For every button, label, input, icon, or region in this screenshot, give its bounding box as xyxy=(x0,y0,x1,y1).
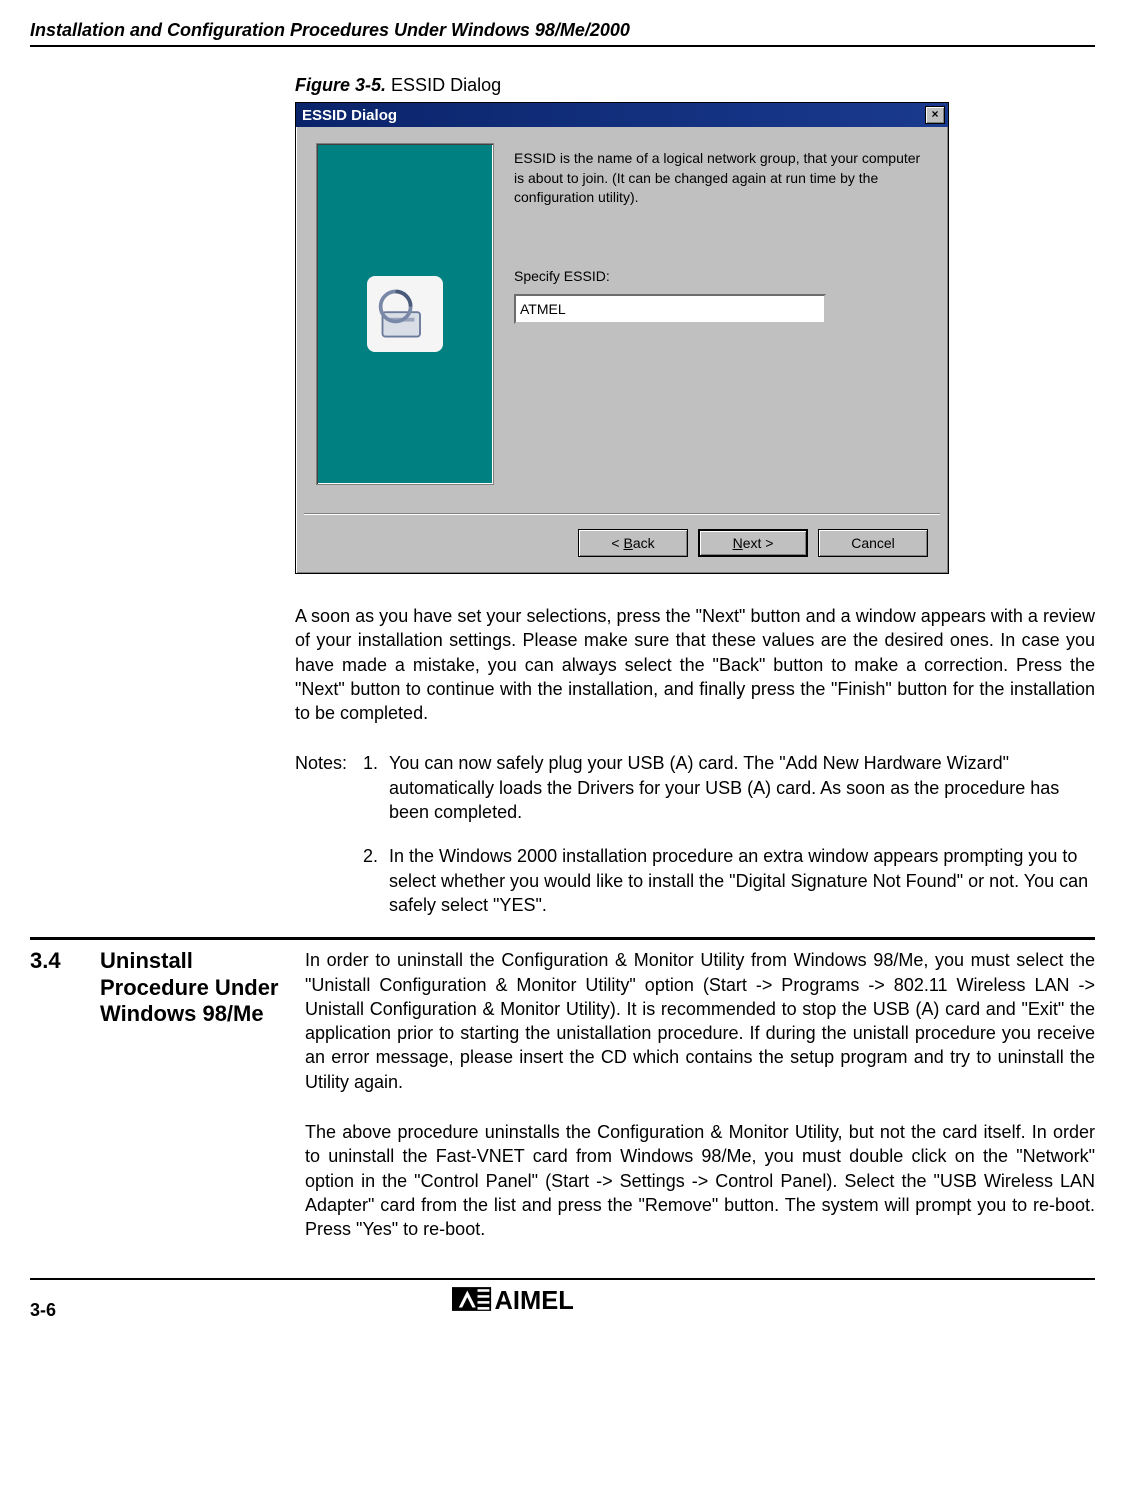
section-para-1: In order to uninstall the Configuration … xyxy=(305,948,1095,1094)
next-button[interactable]: Next > xyxy=(698,529,808,557)
cancel-button[interactable]: Cancel xyxy=(818,529,928,557)
section-rule xyxy=(30,937,1095,940)
essid-input[interactable] xyxy=(514,294,826,324)
atmel-logo: AIMEL xyxy=(56,1282,1035,1321)
dialog-title: ESSID Dialog xyxy=(302,107,397,124)
note-number-1: 1. xyxy=(363,751,389,824)
dialog-titlebar: ESSID Dialog × xyxy=(296,103,948,127)
section-number: 3.4 xyxy=(30,948,100,1267)
figure-caption: Figure 3-5. ESSID Dialog xyxy=(295,75,1095,96)
note-text-2: In the Windows 2000 installation procedu… xyxy=(389,844,1095,917)
notes-label-blank xyxy=(295,844,363,917)
installer-icon xyxy=(367,276,443,352)
note-text-1: You can now safely plug your USB (A) car… xyxy=(389,751,1095,824)
svg-text:AIMEL: AIMEL xyxy=(495,1287,574,1315)
section-para-2: The above procedure uninstalls the Confi… xyxy=(305,1120,1095,1241)
specify-essid-label: Specify ESSID: xyxy=(514,268,928,284)
note-number-2: 2. xyxy=(363,844,389,917)
post-figure-paragraph: A soon as you have set your selections, … xyxy=(295,604,1095,725)
wizard-side-panel xyxy=(316,143,494,485)
essid-dialog: ESSID Dialog × ESSID is the name xyxy=(295,102,949,574)
dialog-description: ESSID is the name of a logical network g… xyxy=(514,149,928,208)
page-number: 3-6 xyxy=(30,1300,56,1321)
back-button[interactable]: < Back xyxy=(578,529,688,557)
close-button[interactable]: × xyxy=(925,106,945,124)
figure-title-text: ESSID Dialog xyxy=(391,75,501,95)
section-title: Uninstall Procedure Under Windows 98/Me xyxy=(100,948,305,1267)
figure-label: Figure 3-5. xyxy=(295,75,386,95)
running-header: Installation and Configuration Procedure… xyxy=(30,20,1095,47)
notes-label: Notes: xyxy=(295,751,363,824)
